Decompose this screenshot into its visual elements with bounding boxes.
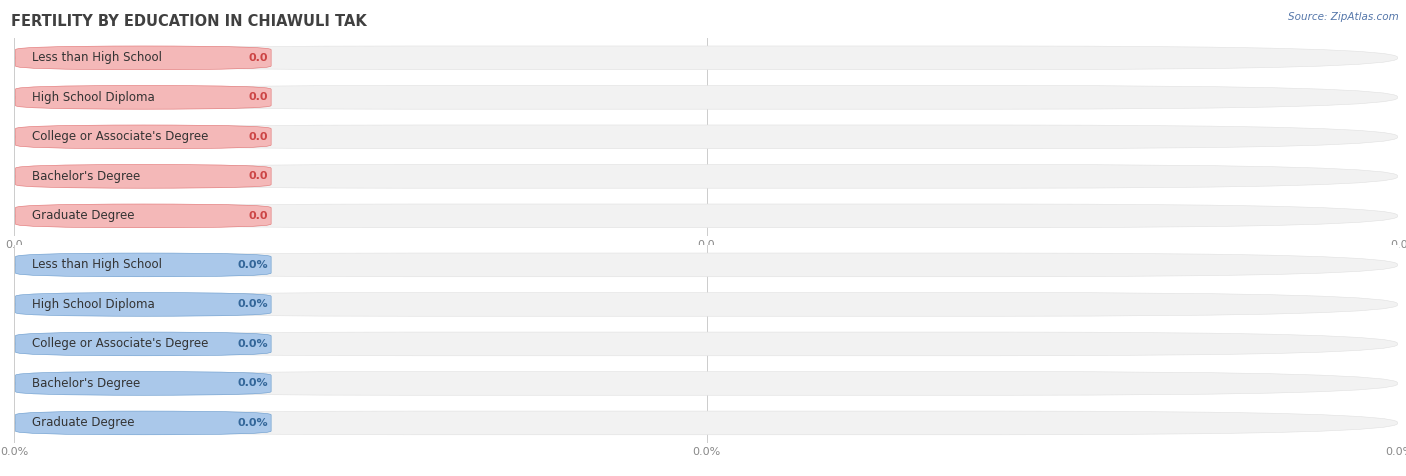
Text: 0.0%: 0.0% bbox=[238, 260, 269, 270]
FancyBboxPatch shape bbox=[15, 204, 271, 228]
FancyBboxPatch shape bbox=[15, 411, 1398, 435]
Text: 0.0: 0.0 bbox=[249, 53, 269, 63]
FancyBboxPatch shape bbox=[15, 293, 271, 316]
FancyBboxPatch shape bbox=[15, 253, 271, 277]
Text: FERTILITY BY EDUCATION IN CHIAWULI TAK: FERTILITY BY EDUCATION IN CHIAWULI TAK bbox=[11, 14, 367, 30]
FancyBboxPatch shape bbox=[15, 46, 1398, 69]
Text: 0.0: 0.0 bbox=[249, 211, 269, 221]
FancyBboxPatch shape bbox=[15, 165, 1398, 188]
Text: 0.0%: 0.0% bbox=[238, 299, 269, 309]
Text: Graduate Degree: Graduate Degree bbox=[32, 209, 135, 222]
Text: Graduate Degree: Graduate Degree bbox=[32, 416, 135, 429]
Text: Less than High School: Less than High School bbox=[32, 51, 162, 64]
Text: 0.0%: 0.0% bbox=[238, 339, 269, 349]
Text: Bachelor's Degree: Bachelor's Degree bbox=[32, 377, 141, 390]
FancyBboxPatch shape bbox=[15, 204, 1398, 228]
Text: College or Associate's Degree: College or Associate's Degree bbox=[32, 130, 208, 143]
Text: 0.0: 0.0 bbox=[249, 171, 269, 181]
FancyBboxPatch shape bbox=[15, 293, 1398, 316]
Text: 0.0%: 0.0% bbox=[238, 418, 269, 428]
FancyBboxPatch shape bbox=[15, 332, 1398, 356]
FancyBboxPatch shape bbox=[15, 165, 271, 188]
FancyBboxPatch shape bbox=[15, 253, 1398, 277]
Text: College or Associate's Degree: College or Associate's Degree bbox=[32, 337, 208, 350]
Text: 0.0%: 0.0% bbox=[238, 378, 269, 388]
Text: High School Diploma: High School Diploma bbox=[32, 298, 155, 311]
FancyBboxPatch shape bbox=[15, 332, 271, 356]
Text: Bachelor's Degree: Bachelor's Degree bbox=[32, 170, 141, 183]
FancyBboxPatch shape bbox=[15, 411, 271, 435]
Text: Less than High School: Less than High School bbox=[32, 258, 162, 271]
Text: 0.0: 0.0 bbox=[249, 132, 269, 142]
FancyBboxPatch shape bbox=[15, 86, 271, 109]
Text: 0.0: 0.0 bbox=[249, 92, 269, 102]
FancyBboxPatch shape bbox=[15, 372, 271, 395]
FancyBboxPatch shape bbox=[15, 125, 1398, 149]
FancyBboxPatch shape bbox=[15, 125, 271, 149]
Text: High School Diploma: High School Diploma bbox=[32, 91, 155, 104]
Text: Source: ZipAtlas.com: Source: ZipAtlas.com bbox=[1288, 12, 1399, 22]
FancyBboxPatch shape bbox=[15, 372, 1398, 395]
FancyBboxPatch shape bbox=[15, 46, 271, 69]
FancyBboxPatch shape bbox=[15, 86, 1398, 109]
